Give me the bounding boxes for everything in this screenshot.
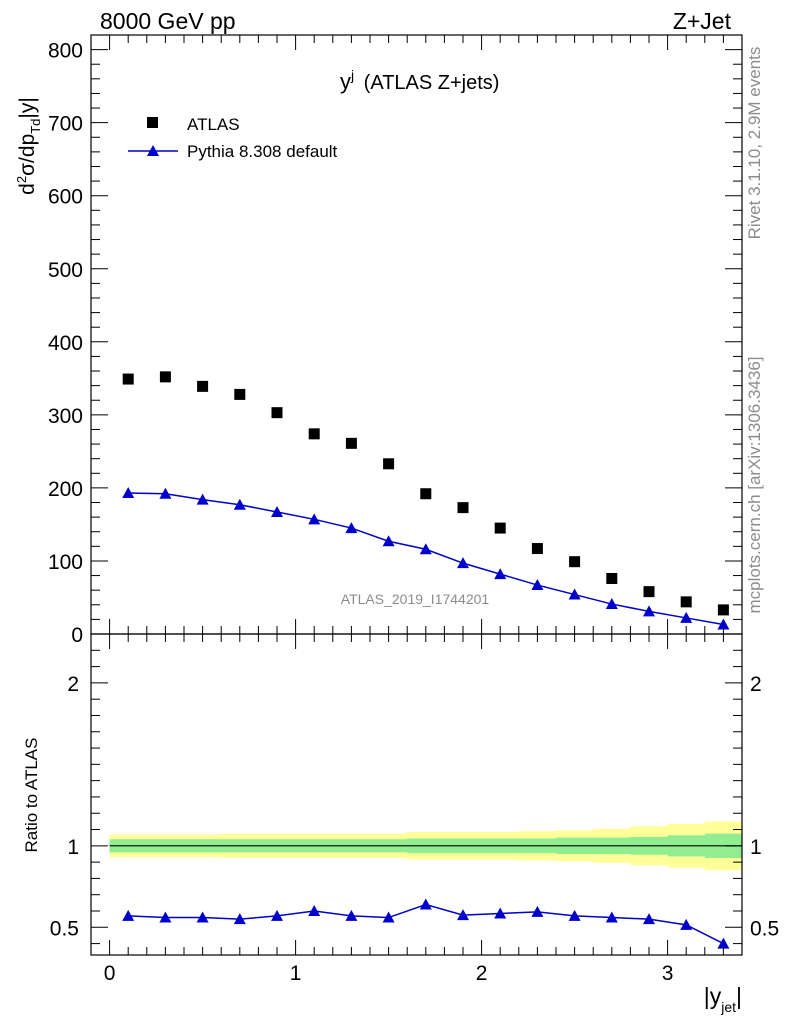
ratio-series-group (109, 821, 742, 949)
ratio-pythia-marker (531, 905, 544, 917)
ratio-pythia-marker (419, 898, 432, 910)
ratio-y-tick-label-right: 2 (750, 673, 762, 696)
y-tick-label: 300 (48, 405, 83, 428)
atlas-marker (569, 556, 581, 568)
main-series-group (122, 371, 730, 630)
ratio-pythia-marker (122, 909, 135, 921)
pythia-marker (419, 543, 432, 555)
y-tick-label: 600 (48, 186, 83, 209)
ratio-y-tick-label: 0.5 (50, 917, 79, 940)
header-energy-label: 8000 GeV pp (100, 8, 236, 34)
y-tick-label: 500 (48, 259, 83, 282)
y-tick-label: 700 (48, 113, 83, 136)
pythia-marker (531, 579, 544, 591)
pythia-marker (680, 611, 693, 623)
pythia-marker (568, 588, 581, 600)
pythia-marker (605, 598, 618, 610)
ratio-y-tick-label: 2 (67, 673, 79, 696)
atlas-marker (606, 572, 618, 584)
pythia-marker (643, 605, 655, 617)
analysis-watermark: ATLAS_2019_I1744201 (341, 591, 490, 607)
pythia-marker (457, 557, 469, 569)
header-process-label: Z+Jet (673, 8, 732, 34)
legend-pythia-marker (147, 145, 159, 156)
ratio-pythia-marker (680, 918, 693, 930)
pythia-marker (345, 522, 358, 534)
x-tick-label: 1 (290, 962, 302, 985)
y-tick-label: 400 (48, 332, 83, 355)
x-tick-label: 2 (476, 962, 488, 985)
x-tick-label: 0 (104, 962, 116, 985)
pythia-marker (494, 568, 507, 580)
pythia-marker (196, 493, 209, 505)
atlas-marker (680, 596, 692, 608)
atlas-marker (420, 488, 432, 500)
legend-atlas-marker (147, 117, 158, 128)
rivet-version-label: Rivet 3.1.10, 2.9M events (745, 47, 764, 240)
mcplots-label: mcplots.cern.ch [arXiv:1306.3436] (745, 356, 764, 613)
legend-pythia-label: Pythia 8.308 default (187, 142, 338, 161)
atlas-marker (383, 458, 395, 470)
atlas-marker (494, 522, 506, 534)
ratio-pythia-marker (159, 911, 172, 923)
y-axis-label-ratio: Ratio to ATLAS (22, 738, 41, 853)
ratio-y-tick-label-right: 1 (750, 836, 762, 859)
atlas-marker (643, 586, 655, 598)
ratio-pythia-marker (233, 913, 246, 925)
ratio-pythia-marker (308, 905, 321, 917)
y-tick-label: 100 (48, 551, 83, 574)
ratio-pythia-marker (271, 909, 283, 921)
ratio-y-tick-label-right: 0.5 (750, 917, 779, 940)
ratio-pythia-marker (494, 907, 507, 919)
ratio-pythia-marker (196, 911, 209, 923)
atlas-marker (717, 604, 729, 616)
atlas-marker (345, 437, 357, 449)
pythia-marker (382, 535, 395, 547)
ratio-pythia-marker (457, 909, 469, 921)
atlas-marker (122, 373, 134, 385)
ratio-pythia-marker (717, 937, 730, 949)
pythia-marker (122, 487, 135, 499)
legend-atlas-label: ATLAS (187, 115, 240, 134)
y-tick-label: 200 (48, 478, 83, 501)
ratio-pythia-line (128, 903, 724, 945)
pythia-marker (271, 506, 283, 518)
pythia-marker (717, 618, 730, 630)
ratio-frame (90, 633, 743, 956)
atlas-marker (197, 380, 209, 392)
atlas-marker (271, 407, 283, 419)
x-tick-label: 3 (662, 962, 674, 985)
y-tick-label: 800 (48, 40, 83, 63)
y-tick-label: 0 (71, 624, 83, 647)
ratio-pythia-marker (345, 909, 358, 921)
ratio-pythia-marker (605, 911, 618, 923)
atlas-marker (159, 371, 171, 383)
main-plot: 0 100 200 300 400 500 600 700 800 yj (ATLAS Z+jet… (14, 34, 743, 647)
ratio-pythia-marker (643, 913, 655, 925)
atlas-marker (457, 502, 469, 514)
ratio-pythia-marker (382, 911, 395, 923)
atlas-marker (308, 428, 320, 440)
y-axis-label-main: d2σ/dpTd|y| (14, 97, 43, 195)
atlas-marker (531, 543, 543, 555)
pythia-marker (159, 487, 172, 499)
pythia-marker (308, 513, 321, 525)
ratio-plot: 0.5 0.5 1 1 2 2 0 1 2 3 Ratio to ATLAS |yjet| (22, 633, 779, 1015)
pythia-marker (233, 498, 246, 510)
ratio-pythia-marker (568, 909, 581, 921)
x-axis-label: |yjet| (704, 983, 742, 1015)
atlas-marker (234, 388, 246, 400)
ratio-y-tick-label: 1 (67, 836, 79, 859)
plot-title: yj (ATLAS Z+jets) (340, 67, 499, 94)
